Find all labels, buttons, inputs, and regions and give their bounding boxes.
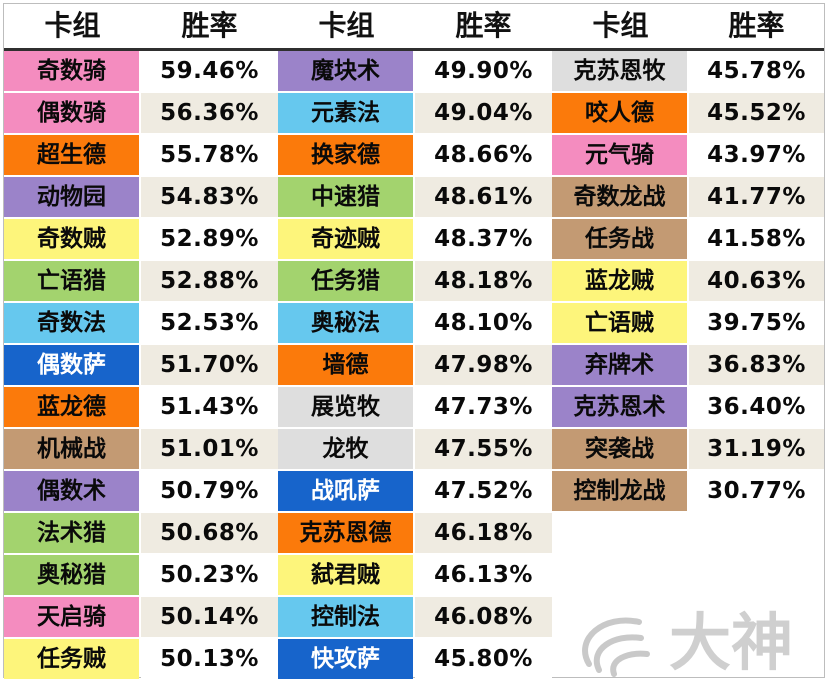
- column-header-deck-2: 卡组: [318, 9, 375, 42]
- deck-name-cell: 亡语贼: [552, 303, 687, 343]
- win-rate-cell: 48.10%: [415, 303, 552, 343]
- win-rate-cell: 50.79%: [141, 471, 278, 511]
- deck-name-cell: 墙德: [278, 345, 413, 385]
- win-rate-cell: 47.52%: [415, 471, 552, 511]
- deck-name-cell: 蓝龙贼: [552, 261, 687, 301]
- win-rate-cell: 49.04%: [415, 93, 552, 133]
- win-rate-cell: 52.53%: [141, 303, 278, 343]
- deck-name-cell: 魔块术: [278, 51, 413, 91]
- deck-name-cell: 展览牧: [278, 387, 413, 427]
- deck-name-cell: 法术猎: [4, 513, 139, 553]
- win-rate-cell: 46.08%: [415, 597, 552, 637]
- win-rate-cell: 45.78%: [689, 51, 824, 91]
- win-rate-cell: 31.19%: [689, 429, 824, 469]
- deck-name-cell: 控制法: [278, 597, 413, 637]
- win-rate-cell: 59.46%: [141, 51, 278, 91]
- win-rate-cell: 48.66%: [415, 135, 552, 175]
- deck-name-cell: 蓝龙德: [4, 387, 139, 427]
- win-rate-cell: 47.73%: [415, 387, 552, 427]
- win-rate-cell: 51.43%: [141, 387, 278, 427]
- win-rate-cell: 36.40%: [689, 387, 824, 427]
- win-rate-cell: 40.63%: [689, 261, 824, 301]
- column-header-rate-1: 胜率: [181, 9, 238, 42]
- column-header-rate-2: 胜率: [455, 9, 512, 42]
- deck-name-cell: 中速猎: [278, 177, 413, 217]
- deck-name-cell: 咬人德: [552, 93, 687, 133]
- deck-name-cell: 奇数龙战: [552, 177, 687, 217]
- netease-dashen-logo-icon: 大神: [582, 606, 793, 679]
- win-rate-cell: 36.83%: [689, 345, 824, 385]
- win-rate-cell: 39.75%: [689, 303, 824, 343]
- win-rate-cell: 45.52%: [689, 93, 824, 133]
- win-rate-cell: 41.58%: [689, 219, 824, 259]
- win-rate-cell: 46.18%: [415, 513, 552, 553]
- win-rate-cell: 55.78%: [141, 135, 278, 175]
- win-rate-cell: 54.83%: [141, 177, 278, 217]
- deck-name-cell: 弃牌术: [552, 345, 687, 385]
- deck-name-cell: 突袭战: [552, 429, 687, 469]
- deck-name-cell: 机械战: [4, 429, 139, 469]
- deck-name-cell: 任务猎: [278, 261, 413, 301]
- deck-name-cell: 龙牧: [278, 429, 413, 469]
- deck-name-cell: 动物园: [4, 177, 139, 217]
- win-rate-cell: 46.13%: [415, 555, 552, 595]
- column-header-rate-3: 胜率: [728, 9, 785, 42]
- deck-name-cell: 超生德: [4, 135, 139, 175]
- deck-name-cell: 亡语猎: [4, 261, 139, 301]
- win-rate-cell: 50.14%: [141, 597, 278, 637]
- win-rate-cell: 48.37%: [415, 219, 552, 259]
- deck-name-cell: 元气骑: [552, 135, 687, 175]
- deck-name-cell: 弑君贼: [278, 555, 413, 595]
- deck-name-cell: 奥秘猎: [4, 555, 139, 595]
- deck-name-cell: 克苏恩德: [278, 513, 413, 553]
- win-rate-cell: 49.90%: [415, 51, 552, 91]
- win-rate-cell: 51.01%: [141, 429, 278, 469]
- win-rate-cell: 48.61%: [415, 177, 552, 217]
- win-rate-cell: 30.77%: [689, 471, 824, 511]
- deck-name-cell: 奇数骑: [4, 51, 139, 91]
- win-rate-cell: 56.36%: [141, 93, 278, 133]
- deck-name-cell: 奇数法: [4, 303, 139, 343]
- deck-name-cell: 战吼萨: [278, 471, 413, 511]
- logo-text: 大神: [669, 606, 793, 679]
- deck-name-cell: 克苏恩术: [552, 387, 687, 427]
- deck-name-cell: 偶数萨: [4, 345, 139, 385]
- deck-name-cell: 天启骑: [4, 597, 139, 637]
- win-rate-cell: 47.98%: [415, 345, 552, 385]
- win-rate-cell: 45.80%: [415, 639, 552, 679]
- deck-name-cell: 奥秘法: [278, 303, 413, 343]
- deck-name-cell: 换家德: [278, 135, 413, 175]
- deck-name-cell: 克苏恩牧: [552, 51, 687, 91]
- win-rate-cell: 47.55%: [415, 429, 552, 469]
- win-rate-cell: 51.70%: [141, 345, 278, 385]
- win-rate-cell: 41.77%: [689, 177, 824, 217]
- win-rate-cell: 48.18%: [415, 261, 552, 301]
- column-header-deck-1: 卡组: [44, 9, 101, 42]
- win-rate-cell: 43.97%: [689, 135, 824, 175]
- deck-name-cell: 控制龙战: [552, 471, 687, 511]
- column-header-deck-3: 卡组: [592, 9, 649, 42]
- deck-name-cell: 任务战: [552, 219, 687, 259]
- win-rate-cell: 52.88%: [141, 261, 278, 301]
- deck-name-cell: 快攻萨: [278, 639, 413, 679]
- deck-name-cell: 元素法: [278, 93, 413, 133]
- win-rate-cell: 50.23%: [141, 555, 278, 595]
- deck-name-cell: 偶数术: [4, 471, 139, 511]
- win-rate-table: 卡组 胜率 卡组 胜率 卡组 胜率 奇数骑 59.46% 偶数骑 56.36% 超生德 5…: [3, 3, 825, 679]
- deck-name-cell: 任务贼: [4, 639, 139, 679]
- deck-name-cell: 奇数贼: [4, 219, 139, 259]
- win-rate-cell: 50.13%: [141, 639, 278, 679]
- deck-name-cell: 奇迹贼: [278, 219, 413, 259]
- header-divider: [4, 48, 824, 51]
- win-rate-cell: 50.68%: [141, 513, 278, 553]
- deck-name-cell: 偶数骑: [4, 93, 139, 133]
- win-rate-cell: 52.89%: [141, 219, 278, 259]
